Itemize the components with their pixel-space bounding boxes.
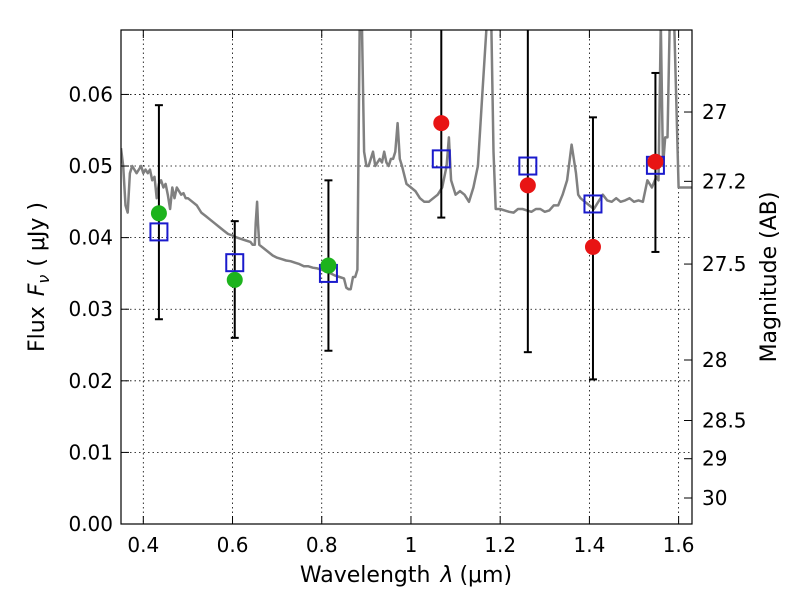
red-data-point bbox=[584, 238, 601, 255]
x-tick-label: 0.6 bbox=[217, 533, 249, 557]
x-axis-title: Wavelength λ (μm) bbox=[300, 563, 512, 588]
x-tick-label: 0.8 bbox=[306, 533, 338, 557]
red-data-point bbox=[519, 177, 536, 194]
mag-tick-label: 28.5 bbox=[702, 409, 747, 433]
y-tick-label: 0.05 bbox=[68, 154, 113, 178]
green-data-point bbox=[226, 271, 243, 288]
mag-tick-label: 28 bbox=[702, 348, 727, 372]
y-tick-label: 0.06 bbox=[68, 82, 113, 106]
green-data-point bbox=[150, 205, 167, 222]
y-tick-label: 0.03 bbox=[68, 297, 113, 321]
y-axis-title: FluxFν( μJy ) bbox=[25, 202, 53, 352]
mag-tick-label: 30 bbox=[702, 486, 727, 510]
plot-frame bbox=[120, 29, 693, 525]
mag-tick-label: 29 bbox=[702, 447, 727, 471]
x-tick-label: 1 bbox=[405, 533, 418, 557]
model-photometry-box bbox=[225, 253, 245, 273]
mag-tick-label: 27.2 bbox=[702, 169, 747, 193]
red-data-point bbox=[647, 153, 664, 170]
y-tick-label: 0.04 bbox=[68, 226, 113, 250]
mag-tick-label: 27.5 bbox=[702, 252, 747, 276]
model-spectrum-line bbox=[121, 30, 692, 291]
x-tick-label: 1.4 bbox=[573, 533, 605, 557]
model-photometry-box bbox=[149, 222, 169, 242]
x-tick-label: 0.4 bbox=[127, 533, 159, 557]
green-data-point bbox=[320, 257, 337, 274]
x-tick-label: 1.6 bbox=[663, 533, 695, 557]
model-photometry-box bbox=[431, 149, 451, 169]
plot-area bbox=[121, 30, 692, 381]
y-tick-label: 0.01 bbox=[68, 440, 113, 464]
model-photometry-box bbox=[583, 194, 603, 214]
model-photometry-box bbox=[518, 156, 538, 176]
y2-axis-title: Magnitude (AB) bbox=[757, 192, 782, 363]
mag-tick-label: 27 bbox=[702, 100, 727, 124]
axes: 0.4 0.6 0.8 1 1.2 1.4 1.6 0.00 0.01 0.02 0.03 0.04 0… bbox=[68, 30, 747, 557]
x-tick-label: 1.2 bbox=[484, 533, 516, 557]
red-data-point bbox=[433, 115, 450, 132]
y-tick-label: 0.00 bbox=[68, 512, 113, 536]
y-tick-label: 0.02 bbox=[68, 369, 113, 393]
